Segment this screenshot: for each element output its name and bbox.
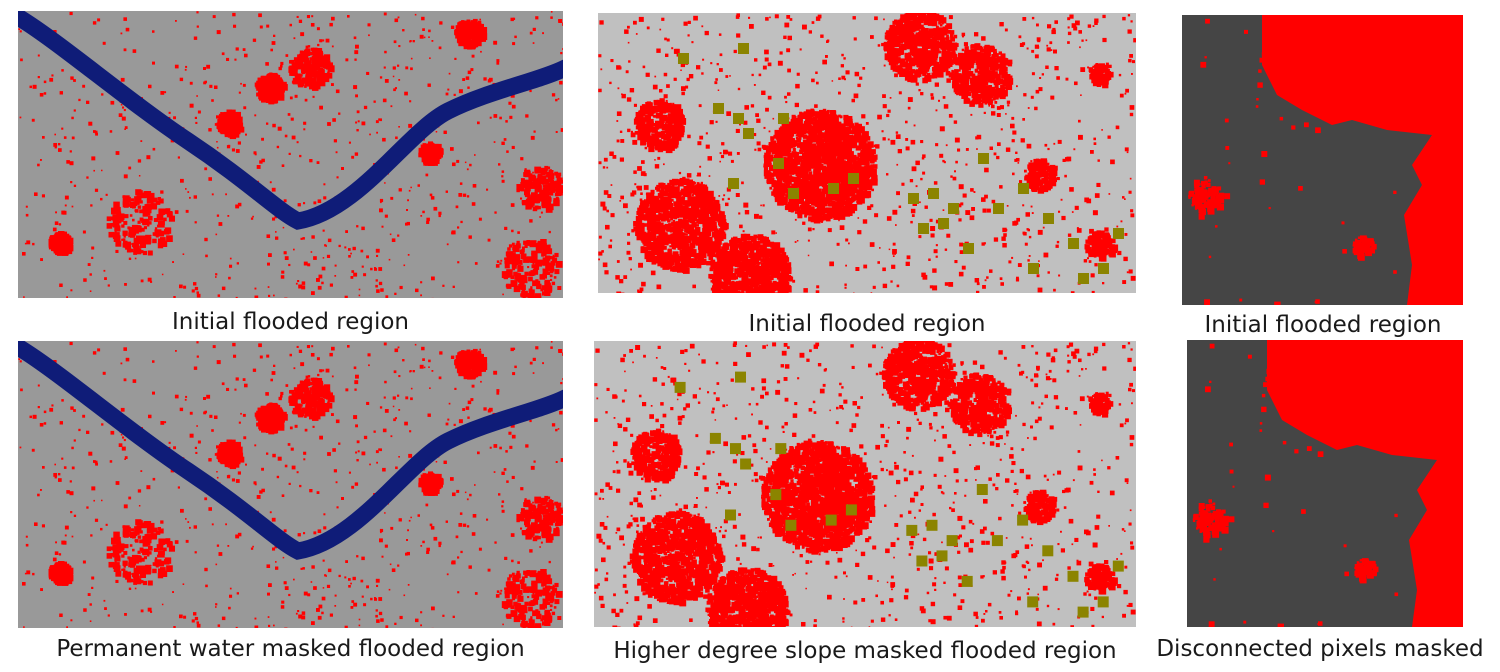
caption-col3-bottom: Disconnected pixels masked xyxy=(1156,636,1484,662)
flood-map-slope-masked xyxy=(594,341,1136,627)
flood-map-river-masked xyxy=(18,341,563,628)
panel-col1-bottom-permanent-water-masked xyxy=(18,341,563,628)
panel-col2-top-initial-flood-map xyxy=(598,13,1136,293)
panel-col1-top-initial-flood-map xyxy=(18,11,563,298)
flood-map-slope-initial xyxy=(598,13,1136,293)
caption-col3-top: Initial flooded region xyxy=(1204,312,1442,338)
caption-col1-bottom: Permanent water masked flooded region xyxy=(56,636,525,662)
panel-col2-bottom-slope-masked xyxy=(594,341,1136,627)
caption-col2-top: Initial flooded region xyxy=(748,311,986,337)
panel-col3-bottom-disconnected-masked xyxy=(1187,340,1463,627)
flood-map-river-initial xyxy=(18,11,563,298)
flood-map-connectivity-initial xyxy=(1182,15,1463,305)
flood-map-connectivity-masked xyxy=(1187,340,1463,627)
panel-col3-top-initial-flood-map xyxy=(1182,15,1463,305)
caption-col2-bottom: Higher degree slope masked flooded regio… xyxy=(613,638,1117,664)
caption-col1-top: Initial flooded region xyxy=(172,309,409,335)
